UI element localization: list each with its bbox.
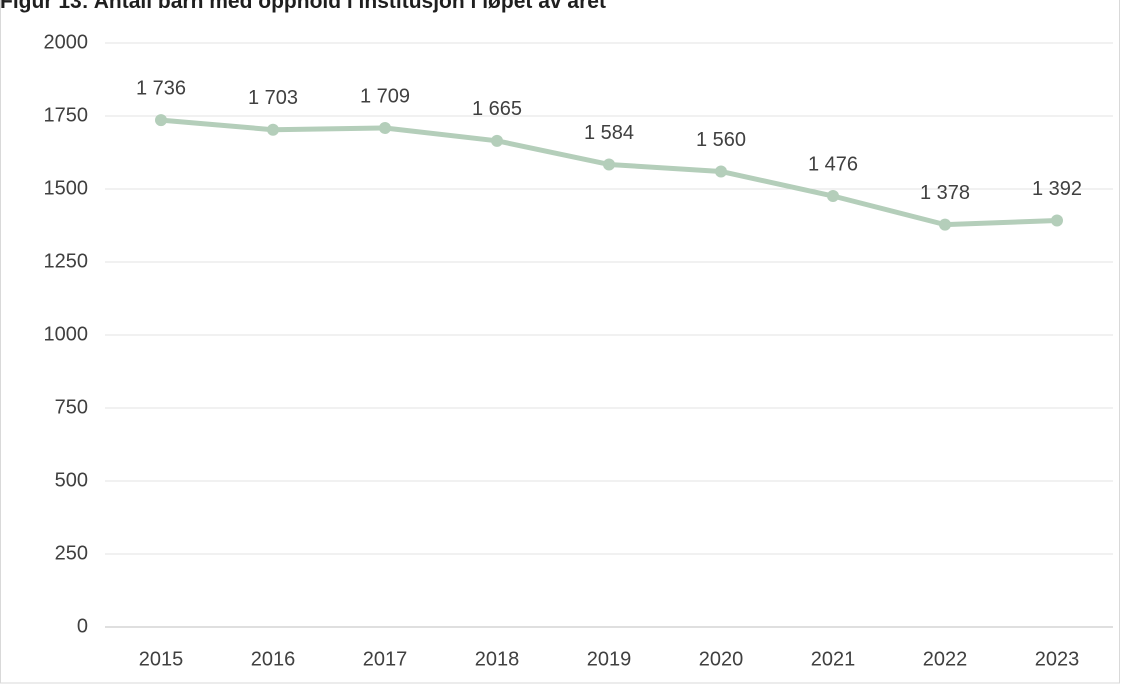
x-tick-label: 2015 (139, 648, 184, 670)
point (379, 121, 391, 134)
data-label: 1 392 (1032, 178, 1082, 200)
y-tick-label: 1750 (44, 104, 89, 126)
data-label: 1 703 (248, 87, 298, 109)
y-tick-label: 1250 (44, 250, 89, 272)
data-label: 1 736 (136, 77, 186, 99)
point (827, 190, 839, 203)
y-tick-label: 0 (77, 615, 88, 637)
data-label: 1 709 (360, 85, 410, 107)
x-tick-label: 2023 (1035, 648, 1080, 670)
y-tick-label: 1500 (44, 177, 89, 199)
data-label: 1 378 (920, 182, 970, 204)
y-tick-label: 500 (55, 469, 88, 491)
y-tick-label: 750 (55, 396, 88, 418)
point (155, 114, 167, 127)
point (267, 123, 279, 136)
x-tick-label: 2019 (587, 648, 632, 670)
y-tick-label: 1000 (44, 323, 89, 345)
point (1051, 214, 1063, 227)
x-tick-label: 2021 (811, 648, 856, 670)
data-label: 1 584 (584, 122, 634, 144)
data-label: 1 665 (472, 98, 522, 120)
point (603, 158, 615, 171)
point (491, 134, 503, 147)
y-tick-label: 2000 (44, 31, 89, 53)
data-label: 1 476 (808, 153, 858, 175)
x-tick-label: 2020 (699, 648, 744, 670)
chart-title: Figur 13: Antall barn med opphold i inst… (0, 0, 606, 13)
x-tick-label: 2017 (363, 648, 408, 670)
x-tick-label: 2016 (251, 648, 296, 670)
point (939, 218, 951, 231)
data-label: 1 560 (696, 129, 746, 151)
x-tick-label: 2022 (923, 648, 968, 670)
point (715, 165, 727, 178)
y-tick-label: 250 (55, 542, 88, 564)
x-tick-label: 2018 (475, 648, 520, 670)
